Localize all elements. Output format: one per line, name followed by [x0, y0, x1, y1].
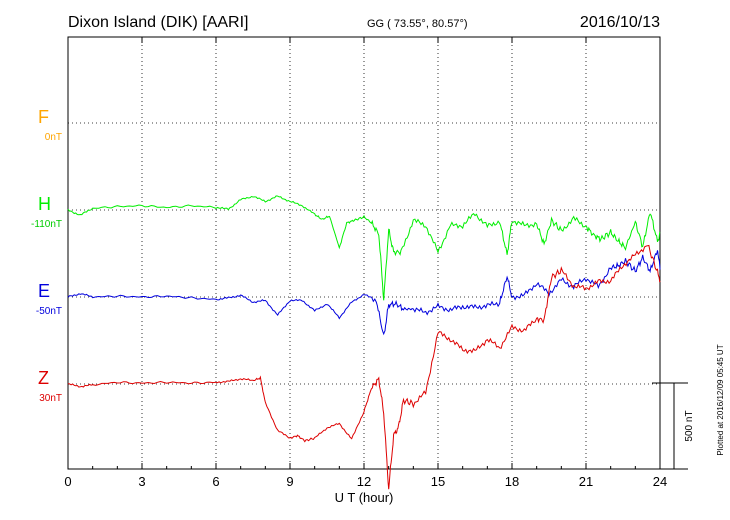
x-axis-ticks: 0 3 6 9 12 15 18 21 24	[64, 37, 667, 489]
x-axis-label: U T (hour)	[335, 490, 394, 505]
series-label-f: F	[38, 107, 49, 127]
x-tick-label: 3	[138, 474, 145, 489]
date-label: 2016/10/13	[580, 14, 660, 31]
x-tick-label: 6	[212, 474, 219, 489]
series-line-h	[67, 195, 661, 301]
series-label-h: H	[38, 194, 51, 214]
series-label-e: E	[38, 281, 50, 301]
x-tick-label: 18	[505, 474, 519, 489]
series-lines	[67, 195, 661, 490]
x-tick-label: 12	[357, 474, 371, 489]
series-line-z	[67, 244, 661, 490]
series-baseline-h: -110nT	[31, 219, 62, 230]
coordinates-label: GG ( 73.55°, 80.57°)	[367, 18, 468, 30]
x-tick-label: 9	[286, 474, 293, 489]
series-baseline-z: 30nT	[39, 393, 62, 404]
scale-bar-label: 500 nT	[684, 410, 695, 441]
series-label-z: Z	[38, 368, 49, 388]
series-baseline-f: 0nT	[45, 132, 62, 143]
x-tick-label: 21	[579, 474, 593, 489]
station-title: Dixon Island (DIK) [AARI]	[68, 14, 249, 31]
series-baseline-e: -50nT	[36, 306, 62, 317]
x-tick-label: 15	[431, 474, 445, 489]
plotted-timestamp: Plotted at 2016/12/09 05:45 UT	[716, 344, 725, 455]
x-tick-label: 0	[64, 474, 71, 489]
grid	[68, 37, 660, 469]
x-tick-label: 24	[653, 474, 667, 489]
